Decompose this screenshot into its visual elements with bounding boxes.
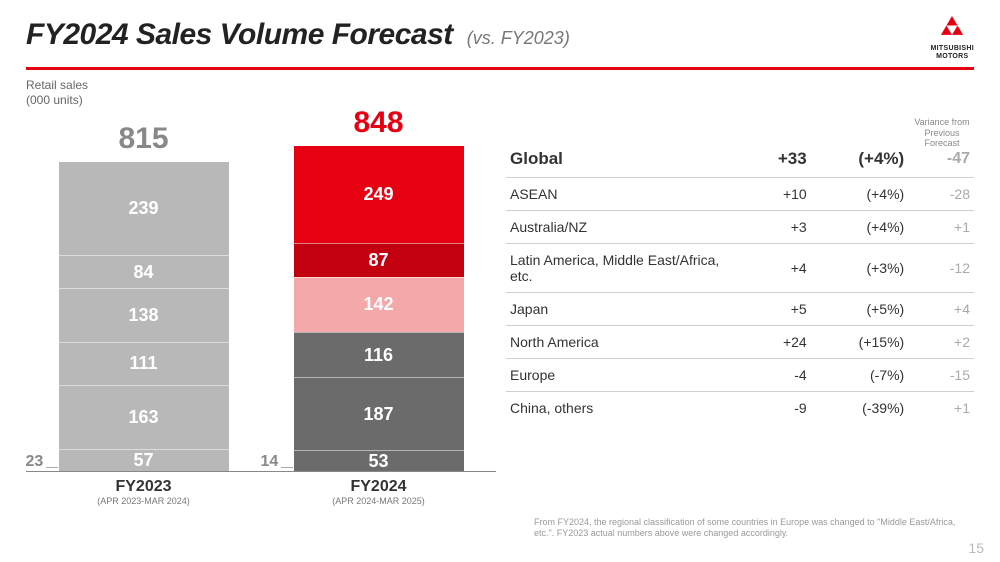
- table-row: Europe-4(-7%)-15: [506, 358, 974, 391]
- bar-segment: 163: [59, 385, 229, 449]
- x-axis: FY2023(APR 2023-MAR 2024) FY2024(APR 2024…: [26, 471, 496, 506]
- spill-label: 23: [26, 453, 44, 471]
- pct-cell: (-39%): [811, 391, 909, 424]
- table-area: Variance from Previous Forecast Global+3…: [496, 141, 974, 531]
- table-row: Australia/NZ+3(+4%)+1: [506, 210, 974, 243]
- bar-stack: 5716311113884239: [59, 162, 229, 471]
- bar-stack: 5318711614287249: [294, 146, 464, 471]
- mitsubishi-logo: MITSUBISHI MOTORS: [931, 16, 974, 61]
- pct-cell: (+15%): [811, 325, 909, 358]
- region-cell: North America: [506, 325, 738, 358]
- table-row: Latin America, Middle East/Africa, etc.+…: [506, 243, 974, 292]
- slide: FY2024 Sales Volume Forecast (vs. FY2023…: [0, 0, 1000, 562]
- variance-cell: +1: [908, 210, 974, 243]
- variance-cell: +1: [908, 391, 974, 424]
- pct-cell: (+4%): [811, 177, 909, 210]
- header: FY2024 Sales Volume Forecast (vs. FY2023…: [26, 18, 974, 61]
- logo-text-1: MITSUBISHI: [931, 45, 974, 52]
- delta-cell: +4: [738, 243, 811, 292]
- pct-cell: (+4%): [811, 210, 909, 243]
- chart-area: 8155716311113884239238485318711614287249…: [26, 111, 496, 531]
- region-cell: Europe: [506, 358, 738, 391]
- variance-cell: -12: [908, 243, 974, 292]
- region-cell: ASEAN: [506, 177, 738, 210]
- region-cell: Australia/NZ: [506, 210, 738, 243]
- pct-cell: (+5%): [811, 292, 909, 325]
- region-table: Global+33(+4%)-47ASEAN+10(+4%)-28Austral…: [506, 141, 974, 424]
- variance-cell: +2: [908, 325, 974, 358]
- region-cell: Japan: [506, 292, 738, 325]
- delta-cell: +10: [738, 177, 811, 210]
- y-axis-label: Retail sales (000 units): [26, 78, 974, 109]
- bar-segment: 53: [294, 450, 464, 471]
- table-row: China, others-9(-39%)+1: [506, 391, 974, 424]
- bars-wrap: 8155716311113884239238485318711614287249…: [26, 111, 496, 471]
- spill-label: 14: [261, 453, 279, 471]
- delta-cell: +33: [738, 141, 811, 178]
- footnote: From FY2024, the regional classification…: [534, 517, 974, 540]
- table-row: Global+33(+4%)-47: [506, 141, 974, 178]
- x-label: FY2024(APR 2024-MAR 2025): [332, 478, 425, 506]
- bar-segment: 142: [294, 277, 464, 332]
- variance-header: Variance from Previous Forecast: [910, 117, 974, 149]
- mitsubishi-icon: [935, 16, 969, 44]
- region-cell: Latin America, Middle East/Africa, etc.: [506, 243, 738, 292]
- bar-segment: 239: [59, 162, 229, 255]
- bar-segment: 138: [59, 288, 229, 342]
- bar-segment: 111: [59, 342, 229, 385]
- pct-cell: (+4%): [811, 141, 909, 178]
- region-cell: Global: [506, 141, 738, 178]
- page-title: FY2024 Sales Volume Forecast: [26, 18, 453, 52]
- table-row: ASEAN+10(+4%)-28: [506, 177, 974, 210]
- delta-cell: -9: [738, 391, 811, 424]
- delta-cell: +24: [738, 325, 811, 358]
- bar-segment: 87: [294, 243, 464, 277]
- bar-segment: 116: [294, 332, 464, 377]
- bar-total: 848: [353, 106, 403, 140]
- bar-fy2023: 815571631111388423923: [54, 122, 234, 471]
- title-wrap: FY2024 Sales Volume Forecast (vs. FY2023…: [26, 18, 570, 52]
- header-rule: [26, 67, 974, 70]
- pct-cell: (+3%): [811, 243, 909, 292]
- bar-segment: 187: [294, 377, 464, 450]
- content: 8155716311113884239238485318711614287249…: [26, 111, 974, 531]
- pct-cell: (-7%): [811, 358, 909, 391]
- bar-fy2024: 848531871161428724914: [289, 106, 469, 471]
- y-label-1: Retail sales: [26, 78, 88, 92]
- page-number: 15: [968, 540, 984, 556]
- bar-total: 815: [118, 122, 168, 156]
- bar-segment: 57: [59, 449, 229, 471]
- delta-cell: +3: [738, 210, 811, 243]
- bar-segment: 84: [59, 255, 229, 288]
- y-label-2: (000 units): [26, 93, 83, 107]
- page-subtitle: (vs. FY2023): [467, 28, 570, 49]
- variance-cell: -28: [908, 177, 974, 210]
- variance-cell: +4: [908, 292, 974, 325]
- delta-cell: +5: [738, 292, 811, 325]
- x-label: FY2023(APR 2023-MAR 2024): [97, 478, 190, 506]
- region-cell: China, others: [506, 391, 738, 424]
- delta-cell: -4: [738, 358, 811, 391]
- variance-cell: -15: [908, 358, 974, 391]
- table-row: Japan+5(+5%)+4: [506, 292, 974, 325]
- bar-segment: 249: [294, 146, 464, 243]
- table-row: North America+24(+15%)+2: [506, 325, 974, 358]
- logo-text-2: MOTORS: [936, 53, 968, 60]
